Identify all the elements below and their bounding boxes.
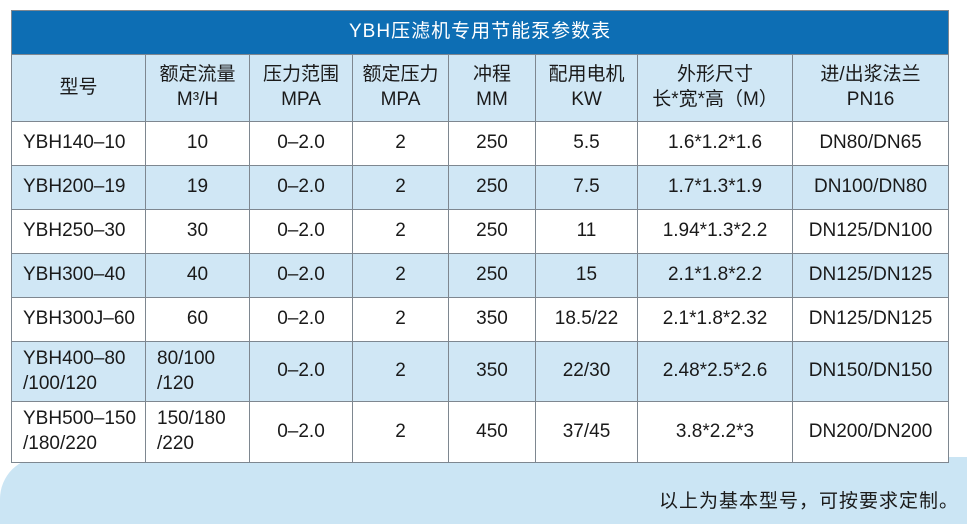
- column-header-5: 配用电机 KW: [535, 54, 638, 122]
- cell-6-1: 150/180 /220: [145, 401, 250, 463]
- column-sublabel: KW: [571, 89, 602, 110]
- cell-4-6: 2.1*1.8*2.32: [637, 297, 793, 342]
- cell-5-3: 2: [352, 340, 449, 403]
- cell-5-7: DN150/DN150: [791, 340, 950, 403]
- cell-1-0: YBH200–19: [11, 165, 146, 210]
- column-label: 额定流量: [159, 64, 236, 86]
- cell-2-5: 11: [535, 209, 638, 254]
- cell-5-0: YBH400–80 /100/120: [11, 340, 146, 403]
- table-row: YBH250–30 30 0–2.0 2 250 11 1.94*1.3*2.2 DN125/…: [11, 209, 950, 254]
- cell-6-2: 0–2.0: [249, 401, 353, 463]
- column-header-0: 型号: [11, 54, 146, 122]
- column-header-1: 额定流量 M³/H: [145, 54, 250, 122]
- column-sublabel: MPA: [281, 89, 321, 110]
- table-body: YBH140–10 10 0–2.0 2 250 5.5 1.6*1.2*1.6 DN80/D…: [11, 121, 950, 463]
- cell-1-5: 7.5: [535, 165, 638, 210]
- column-sublabel: MPA: [380, 89, 421, 110]
- cell-2-4: 250: [448, 209, 536, 254]
- column-label: 型号: [59, 76, 98, 98]
- cell-3-3: 2: [352, 253, 449, 298]
- cell-4-1: 60: [145, 297, 250, 342]
- table-title: YBH压滤机专用节能泵参数表: [10, 10, 950, 55]
- cell-5-5: 22/30: [535, 340, 638, 403]
- footer-note: 以上为基本型号，可按要求定制。: [658, 491, 959, 512]
- cell-4-7: DN125/DN125: [791, 297, 950, 342]
- column-sublabel: M³/H: [176, 89, 219, 110]
- cell-4-3: 2: [352, 297, 449, 342]
- title-row: YBH压滤机专用节能泵参数表: [10, 10, 950, 55]
- cell-3-1: 40: [145, 253, 250, 298]
- table-row: YBH400–80 /100/120 80/100 /120 0–2.0 2 350 22…: [11, 340, 950, 403]
- cell-2-6: 1.94*1.3*2.2: [637, 209, 793, 254]
- cell-3-6: 2.1*1.8*2.2: [637, 253, 793, 298]
- column-label: 冲程: [472, 64, 511, 86]
- cell-2-0: YBH250–30: [11, 209, 146, 254]
- cell-1-2: 0–2.0: [249, 165, 353, 210]
- column-sublabel: 长*宽*高（M）: [652, 89, 778, 110]
- cell-1-7: DN100/DN80: [791, 165, 950, 210]
- table-row: YBH300–40 40 0–2.0 2 250 15 2.1*1.8*2.2 DN125/D…: [11, 253, 950, 298]
- column-header-row: 型号 额定流量 M³/H 压力范围 MPA 额定压力 MPA 冲程 MM 配用电机 KW 外形尺寸长*…: [11, 54, 950, 122]
- column-sublabel: MM: [476, 89, 508, 110]
- cell-1-3: 2: [352, 165, 449, 210]
- table-row: YBH500–150 /180/220 150/180 /220 0–2.0 2 450…: [11, 401, 950, 463]
- column-label: 配用电机: [548, 64, 625, 86]
- table-row: YBH200–19 19 0–2.0 2 250 7.5 1.7*1.3*1.9 DN100/…: [11, 165, 950, 210]
- cell-3-5: 15: [535, 253, 638, 298]
- column-label: 外形尺寸: [676, 64, 753, 86]
- cell-5-4: 350: [448, 340, 536, 403]
- cell-5-2: 0–2.0: [249, 340, 353, 403]
- cell-6-3: 2: [352, 401, 449, 463]
- cell-4-0: YBH300J–60: [11, 297, 146, 342]
- column-sublabel: PN16: [846, 89, 895, 110]
- cell-1-4: 250: [448, 165, 536, 210]
- cell-2-7: DN125/DN100: [791, 209, 950, 254]
- cell-0-5: 5.5: [535, 121, 638, 166]
- column-label: 额定压力: [362, 64, 439, 86]
- cell-4-2: 0–2.0: [249, 297, 353, 342]
- cell-3-0: YBH300–40: [11, 253, 146, 298]
- cell-5-1: 80/100 /120: [145, 340, 250, 403]
- bottom-band: [0, 457, 967, 524]
- column-header-7: 进/出浆法兰 PN16: [791, 54, 950, 122]
- column-label: 进/出浆法兰: [820, 64, 921, 86]
- column-header-3: 额定压力 MPA: [352, 54, 449, 122]
- table-row: YBH140–10 10 0–2.0 2 250 5.5 1.6*1.2*1.6 DN80/D…: [11, 121, 950, 166]
- cell-0-4: 250: [448, 121, 536, 166]
- cell-4-4: 350: [448, 297, 536, 342]
- cell-0-0: YBH140–10: [11, 121, 146, 166]
- cell-1-6: 1.7*1.3*1.9: [637, 165, 793, 210]
- cell-0-3: 2: [352, 121, 449, 166]
- cell-6-7: DN200/DN200: [791, 401, 950, 463]
- spec-table: YBH压滤机专用节能泵参数表 型号 额定流量 M³/H 压力范围 MPA 额定压力 MPA 冲…: [10, 10, 950, 463]
- cell-0-1: 10: [145, 121, 250, 166]
- cell-2-2: 0–2.0: [249, 209, 353, 254]
- cell-2-1: 30: [145, 209, 250, 254]
- column-label: 压力范围: [262, 64, 339, 86]
- cell-3-2: 0–2.0: [249, 253, 353, 298]
- cell-2-3: 2: [352, 209, 449, 254]
- cell-0-2: 0–2.0: [249, 121, 353, 166]
- table-row: YBH300J–60 60 0–2.0 2 350 18.5/22 2.1*1.8*2.32…: [11, 297, 950, 342]
- cell-4-5: 18.5/22: [535, 297, 638, 342]
- cell-0-7: DN80/DN65: [791, 121, 950, 166]
- cell-6-6: 3.8*2.2*3: [637, 401, 793, 463]
- column-header-4: 冲程 MM: [448, 54, 536, 122]
- cell-6-4: 450: [448, 401, 536, 463]
- column-header-6: 外形尺寸长*宽*高（M）: [637, 54, 793, 122]
- cell-3-7: DN125/DN125: [791, 253, 950, 298]
- cell-1-1: 19: [145, 165, 250, 210]
- cell-6-5: 37/45: [535, 401, 638, 463]
- cell-5-6: 2.48*2.5*2.6: [637, 340, 793, 403]
- cell-3-4: 250: [448, 253, 536, 298]
- column-header-2: 压力范围 MPA: [249, 54, 353, 122]
- cell-6-0: YBH500–150 /180/220: [11, 401, 146, 463]
- cell-0-6: 1.6*1.2*1.6: [637, 121, 793, 166]
